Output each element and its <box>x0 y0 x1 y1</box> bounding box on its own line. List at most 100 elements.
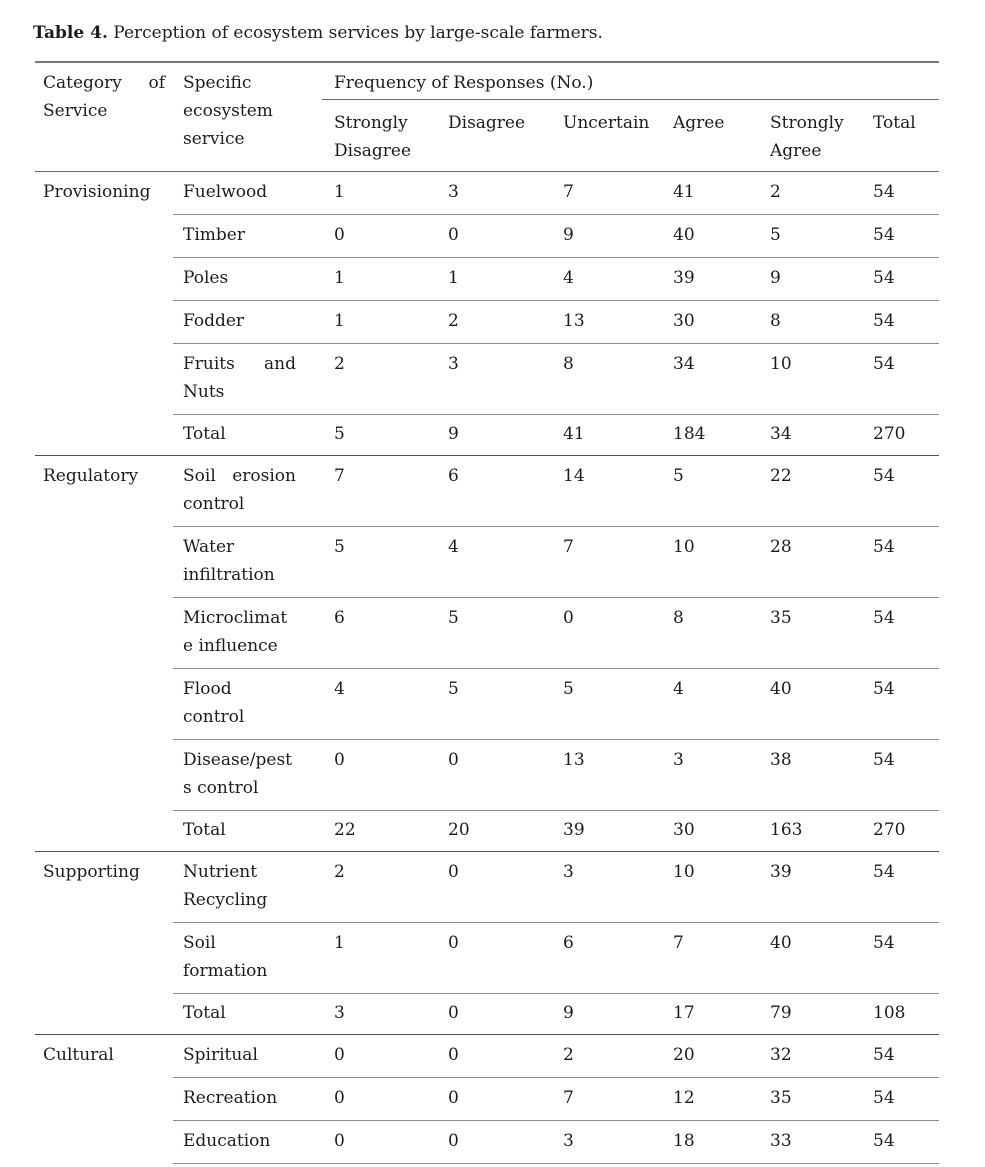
value-cell: 0 <box>322 1034 436 1078</box>
value-cell: 40 <box>661 214 758 258</box>
value-cell: 3 <box>551 851 661 923</box>
value-cell: 7 <box>661 922 758 994</box>
value-cell: 5 <box>322 526 436 598</box>
value-cell: 9 <box>551 993 661 1035</box>
value-cell: 4 <box>436 526 551 598</box>
value-cell: 54 <box>861 455 940 527</box>
value-cell: 0 <box>551 597 661 669</box>
value-cell: 54 <box>861 1077 940 1121</box>
value-cell: 39 <box>661 257 758 301</box>
value-cell: 40 <box>758 668 861 740</box>
value-cell: 108 <box>861 993 940 1035</box>
table-row: Regulatory Soil erosion control 7 6 14 5 22 54 <box>35 455 940 852</box>
value-cell: 5 <box>436 668 551 740</box>
value-cell: 28 <box>758 526 861 598</box>
service-cell: Soil formation <box>173 922 322 994</box>
value-cell: 54 <box>861 597 940 669</box>
value-cell: 41 <box>551 414 661 456</box>
value-cell: 0 <box>436 214 551 258</box>
value-cell: 17 <box>661 993 758 1035</box>
header-disagree: Disagree <box>436 99 551 172</box>
value-cell: 54 <box>861 1034 940 1078</box>
value-cell: 0 <box>436 739 551 811</box>
value-cell: 33 <box>758 1120 861 1164</box>
value-cell: 32 <box>758 1034 861 1078</box>
value-cell: 9 <box>551 214 661 258</box>
value-cell: 34 <box>661 343 758 415</box>
value-cell: 3 <box>661 739 758 811</box>
value-cell: 270 <box>861 810 940 852</box>
value-cell: 14 <box>551 455 661 527</box>
value-cell: 54 <box>861 1163 940 1167</box>
value-cell: 13 <box>551 739 661 811</box>
table-row: Education 0 0 3 18 33 54 <box>35 1120 940 1164</box>
header-strongly-disagree: Strongly Disagree <box>322 99 436 172</box>
service-cell: Water infiltration <box>173 526 322 598</box>
value-cell: 30 <box>661 300 758 344</box>
value-cell: 0 <box>322 739 436 811</box>
table-row: Supporting Nutrient Recycling 2 0 3 10 39 54 <box>35 851 940 1035</box>
table-header: Category of Service Specific ecosystem s… <box>35 62 940 172</box>
service-cell: Fruits and Nuts <box>173 343 322 415</box>
value-cell: 5 <box>322 414 436 456</box>
value-cell: 3 <box>448 182 459 202</box>
value-cell: 12 <box>661 1077 758 1121</box>
value-cell: 22 <box>322 810 436 852</box>
category-cell: Supporting <box>35 851 173 1035</box>
service-cell: Total <box>173 414 322 456</box>
value-cell: 54 <box>861 922 940 994</box>
value-cell: 0 <box>436 1120 551 1164</box>
value-cell: 7 <box>563 182 574 202</box>
table-caption-text: Perception of ecosystem services by larg… <box>107 23 603 43</box>
value-cell: 5 <box>661 455 758 527</box>
value-cell: 0 <box>436 922 551 994</box>
table-row: Total 3 0 9 17 79 108 <box>35 993 940 1035</box>
service-cell: Recreation <box>173 1077 322 1121</box>
table-row: Disease/pests control 0 0 13 3 38 54 <box>35 739 940 811</box>
service-cell: Flood control <box>173 668 322 740</box>
service-cell: Total <box>173 993 322 1035</box>
value-cell: 163 <box>758 810 861 852</box>
value-cell: 22 <box>758 455 861 527</box>
value-cell: 54 <box>861 214 940 258</box>
value-cell: 2 <box>770 182 781 202</box>
header-category-of-service: Category of Service <box>35 62 173 172</box>
value-cell: 54 <box>861 343 940 415</box>
header-row-group: Category of Service Specific ecosystem s… <box>35 62 940 172</box>
value-cell: 6 <box>322 597 436 669</box>
value-cell: 0 <box>436 1163 551 1167</box>
value-cell: 79 <box>758 993 861 1035</box>
value-cell: 39 <box>758 851 861 923</box>
value-cell: 1 <box>322 922 436 994</box>
table-row: Cultural Spiritual 0 0 2 20 32 54 <box>35 1034 940 1167</box>
value-cell: 0 <box>436 993 551 1035</box>
category-cell: Provisioning <box>43 182 151 202</box>
value-cell: 9 <box>758 257 861 301</box>
header-frequency-of-responses: Frequency of Responses (No.) <box>322 62 940 100</box>
table-caption: Table 4. Perception of ecosystem service… <box>33 20 965 46</box>
value-cell: 20 <box>661 1034 758 1078</box>
value-cell: 54 <box>873 182 895 202</box>
value-cell: 0 <box>322 1077 436 1121</box>
value-cell: 7 <box>551 1077 661 1121</box>
value-cell: 14 <box>661 1163 758 1167</box>
table-row: Total 22 20 39 30 163 270 <box>35 810 940 852</box>
value-cell: 5 <box>436 597 551 669</box>
value-cell: 3 <box>322 993 436 1035</box>
value-cell: 5 <box>551 1163 661 1167</box>
table-row: Fodder 1 2 13 30 8 54 <box>35 300 940 344</box>
value-cell: 10 <box>661 851 758 923</box>
service-cell: Soil erosion control <box>173 455 322 527</box>
table-row: Total 5 9 41 184 34 270 <box>35 414 940 456</box>
value-cell: 1 <box>322 300 436 344</box>
value-cell: 10 <box>661 526 758 598</box>
value-cell: 13 <box>551 300 661 344</box>
value-cell: 39 <box>551 810 661 852</box>
service-cell: Fodder <box>173 300 322 344</box>
service-cell: Education <box>173 1120 322 1164</box>
value-cell: 18 <box>661 1120 758 1164</box>
table-row: Timber 0 0 9 40 5 54 <box>35 214 940 258</box>
value-cell: 0 <box>322 1163 436 1167</box>
service-cell: Timber <box>173 214 322 258</box>
value-cell: 54 <box>861 851 940 923</box>
